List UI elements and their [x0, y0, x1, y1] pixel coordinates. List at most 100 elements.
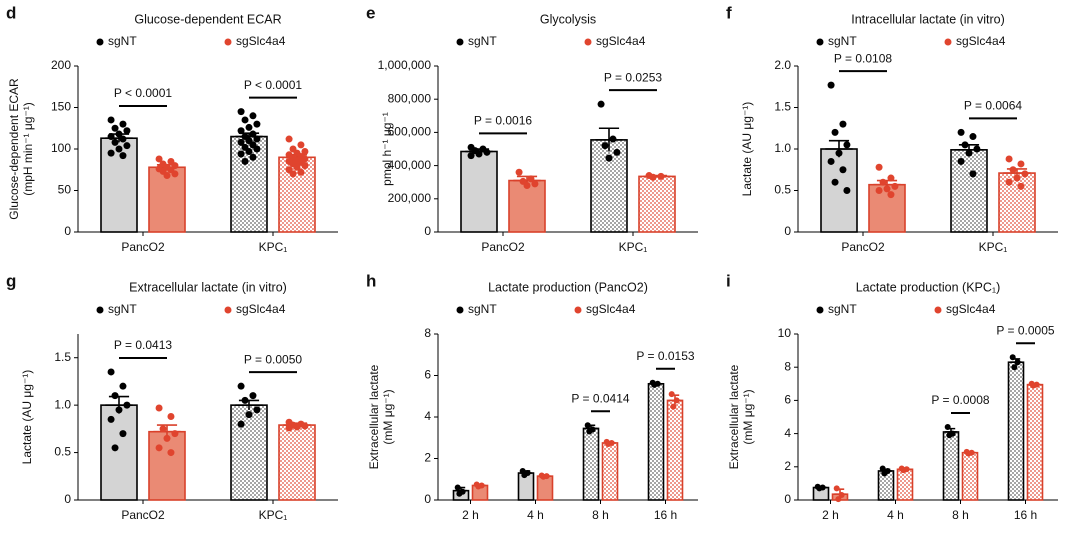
- y-tick-label: 0: [64, 224, 71, 238]
- x-tick-label: 2 h: [822, 508, 839, 522]
- data-point: [816, 485, 823, 492]
- legend-label: sgNT: [108, 34, 137, 48]
- data-point: [1005, 155, 1013, 163]
- data-point: [843, 187, 851, 194]
- legend-label: sgSlc4a4: [596, 34, 646, 48]
- p-value-label: P < 0.0001: [114, 86, 172, 100]
- x-tick-label: 4 h: [527, 508, 544, 522]
- y-tick-label: 600,000: [388, 125, 432, 139]
- data-point: [107, 415, 115, 423]
- data-point: [673, 397, 680, 404]
- data-point: [1030, 382, 1037, 389]
- panel-letter: g: [6, 271, 16, 290]
- data-point: [531, 180, 539, 188]
- data-point: [969, 133, 977, 141]
- data-point: [965, 149, 973, 157]
- data-point: [523, 182, 531, 190]
- data-point: [957, 128, 965, 136]
- y-axis-label: (mpH min⁻¹ μg⁻¹): [21, 102, 35, 196]
- data-point: [475, 483, 482, 490]
- data-point: [961, 141, 969, 149]
- y-axis-label: Glucose-dependent ECAR: [7, 78, 21, 220]
- data-point: [163, 172, 171, 180]
- data-point: [1013, 174, 1021, 182]
- data-point: [119, 135, 127, 143]
- data-point: [891, 182, 899, 190]
- x-tick-label: 16 h: [654, 508, 677, 522]
- p-value-label: P = 0.0005: [996, 323, 1054, 337]
- x-tick-label: PancO2: [121, 508, 165, 522]
- data-point: [297, 141, 305, 149]
- data-point: [111, 124, 119, 132]
- data-point: [301, 422, 309, 430]
- data-point: [171, 430, 179, 438]
- bar: [536, 475, 554, 501]
- data-point: [285, 424, 293, 432]
- data-point: [833, 485, 840, 492]
- p-value-label: P = 0.0413: [114, 338, 172, 352]
- data-point: [668, 391, 675, 398]
- legend-marker: [224, 38, 232, 46]
- legend-marker: [574, 306, 582, 314]
- bar: [868, 183, 906, 233]
- data-point: [289, 170, 297, 178]
- p-value-label: P = 0.0016: [474, 114, 532, 128]
- data-point: [835, 149, 843, 157]
- data-point: [483, 148, 491, 156]
- p-value-label: P = 0.0050: [244, 352, 302, 366]
- bar: [601, 442, 619, 501]
- data-point: [253, 120, 261, 128]
- bar: [582, 427, 600, 501]
- bar: [647, 382, 665, 501]
- y-tick-label: 200: [51, 58, 71, 72]
- y-tick-label: 2.0: [774, 58, 791, 72]
- x-tick-label: PancO2: [481, 240, 525, 254]
- y-tick-label: 800,000: [388, 91, 432, 105]
- data-point: [119, 382, 127, 390]
- bar: [100, 137, 138, 233]
- y-tick-label: 0: [424, 492, 431, 506]
- x-tick-label: PancO2: [841, 240, 885, 254]
- chart-title: Lactate production (KPC₁): [856, 280, 1001, 294]
- data-point: [456, 490, 463, 497]
- data-point: [1014, 359, 1021, 366]
- legend-label: sgSlc4a4: [236, 302, 286, 316]
- data-point: [107, 116, 115, 124]
- chart-title: Glucose-dependent ECAR: [134, 12, 281, 26]
- data-point: [237, 108, 245, 116]
- legend-label: sgNT: [828, 34, 857, 48]
- data-point: [597, 100, 605, 108]
- y-tick-label: 1.0: [774, 141, 791, 155]
- data-point: [119, 120, 127, 128]
- y-tick-label: 400,000: [388, 158, 432, 172]
- data-point: [249, 153, 257, 161]
- y-axis-label: Extracellular lactate: [367, 364, 381, 469]
- y-tick-label: 1.5: [54, 350, 71, 364]
- data-point: [241, 396, 249, 404]
- legend-label: sgNT: [828, 302, 857, 316]
- data-point: [115, 145, 123, 153]
- data-point: [843, 141, 851, 149]
- y-tick-label: 100: [51, 141, 71, 155]
- y-tick-label: 0: [64, 492, 71, 506]
- legend-marker: [944, 38, 952, 46]
- x-tick-label: 4 h: [887, 508, 904, 522]
- data-point: [115, 130, 123, 138]
- data-point: [521, 472, 528, 479]
- chart-title: Glycolysis: [540, 12, 596, 26]
- data-point: [839, 120, 847, 128]
- x-tick-label: 16 h: [1014, 508, 1037, 522]
- bar: [820, 148, 858, 233]
- bar: [230, 404, 268, 501]
- y-tick-label: 150: [51, 100, 71, 114]
- legend-label: sgSlc4a4: [946, 302, 996, 316]
- panel-letter: h: [366, 271, 376, 290]
- data-point: [241, 157, 249, 165]
- data-point: [973, 145, 981, 153]
- p-value-label: P = 0.0064: [964, 99, 1022, 113]
- bar: [460, 150, 498, 233]
- data-point: [838, 492, 845, 499]
- data-point: [957, 157, 965, 165]
- data-point: [651, 381, 658, 388]
